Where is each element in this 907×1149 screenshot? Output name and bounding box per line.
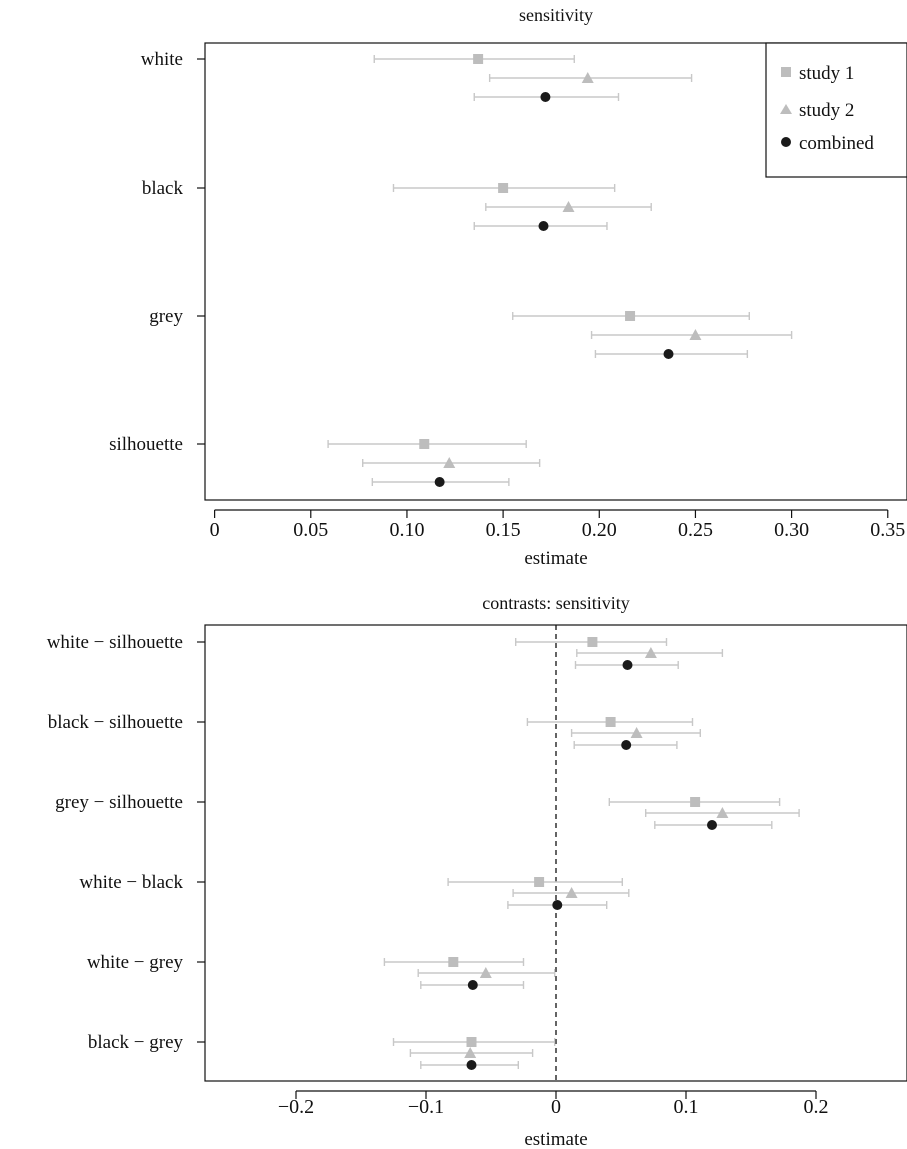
y-category-label: black [142, 178, 184, 199]
legend: study 1 study 2 combined [765, 42, 907, 178]
x-tick-label: 0.30 [774, 519, 809, 541]
point-triangle [565, 887, 578, 898]
legend-label-combined: combined [799, 133, 874, 154]
point-square [587, 637, 598, 647]
point-triangle [689, 329, 702, 340]
x-tick-label: 0.10 [389, 519, 424, 541]
point-triangle [562, 201, 575, 212]
legend-label-study-1: study 1 [799, 63, 854, 84]
chart-title: contrasts: sensitivity [482, 593, 630, 613]
point-triangle [716, 807, 729, 818]
x-axis-label: estimate [524, 548, 587, 569]
point-circle [622, 660, 633, 670]
x-tick-label: 0.20 [582, 519, 617, 541]
x-tick-label: 0.35 [870, 519, 905, 541]
legend-label-study-2: study 2 [799, 100, 854, 121]
point-square [448, 957, 459, 967]
point-triangle [644, 647, 657, 658]
y-category-label: silhouette [109, 434, 183, 455]
point-circle [538, 221, 549, 231]
y-category-label: black − silhouette [48, 712, 183, 733]
plot-marks [327, 54, 793, 487]
point-square [466, 1037, 477, 1047]
y-category-label: white − grey [87, 952, 184, 973]
x-axis: 0 0.05 0.10 0.15 0.20 0.25 0.30 0.35 white black g… [109, 49, 905, 541]
point-circle [467, 980, 478, 990]
point-square [690, 797, 701, 807]
point-triangle [479, 967, 492, 978]
point-square [419, 439, 430, 449]
y-category-label: black − grey [88, 1032, 184, 1053]
point-circle [434, 477, 445, 487]
point-square [605, 717, 616, 727]
x-tick-label: 0.05 [293, 519, 328, 541]
x-tick-label: 0.25 [678, 519, 713, 541]
x-axis-label: estimate [524, 1129, 587, 1149]
x-tick-label: 0.15 [486, 519, 521, 541]
y-category-label: white [141, 49, 183, 70]
point-triangle [464, 1047, 477, 1058]
point-square [625, 311, 636, 321]
legend-triangle-icon [780, 104, 792, 114]
point-triangle [630, 727, 643, 738]
point-circle [663, 349, 674, 359]
sensitivity-panel: sensitivity 0 0.05 0.10 0.15 0.20 0.25 0.30 0.3… [109, 5, 907, 569]
x-axis: −0.2 −0.1 0 0.1 0.2 white − silhouette black −… [47, 632, 829, 1118]
x-tick-label: −0.2 [278, 1096, 314, 1118]
point-circle [707, 820, 717, 830]
y-category-label: grey − silhouette [55, 792, 183, 813]
x-tick-label: 0.1 [674, 1096, 699, 1118]
legend-circle-icon [781, 137, 791, 147]
y-category-label: white − black [79, 872, 183, 893]
y-category-label: white − silhouette [47, 632, 183, 653]
chart-title: sensitivity [519, 5, 593, 25]
point-triangle [581, 72, 594, 83]
y-category-label: grey [149, 306, 183, 327]
point-square [534, 877, 545, 887]
point-square [473, 54, 484, 64]
x-tick-label: 0 [551, 1096, 561, 1118]
contrasts-panel: contrasts: sensitivity −0.2 −0.1 0 0.1 0.2 wh… [47, 593, 907, 1149]
plot-frame [204, 42, 907, 501]
point-circle [621, 740, 632, 750]
point-triangle [443, 457, 456, 468]
plot-marks [383, 637, 800, 1070]
point-circle [552, 900, 563, 910]
point-square [498, 183, 509, 193]
x-tick-label: 0.2 [804, 1096, 829, 1118]
legend-square-icon [781, 67, 791, 77]
point-circle [466, 1060, 477, 1070]
point-circle [540, 92, 551, 102]
x-tick-label: −0.1 [408, 1096, 444, 1118]
x-tick-label: 0 [210, 519, 220, 541]
